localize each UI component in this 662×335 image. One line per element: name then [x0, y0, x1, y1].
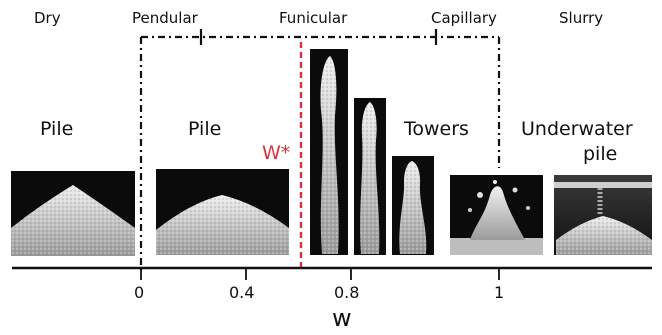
photo-capillary-splash [450, 175, 543, 255]
photo-wet-pile [156, 169, 289, 255]
photo-tower-3 [392, 156, 434, 255]
regime-funicular-label: Funicular [279, 9, 348, 27]
regime-pendular-label: Pendular [132, 9, 198, 27]
photo-tower-1 [310, 49, 348, 255]
photo-dry-pile [11, 171, 135, 256]
structure-pile-dry-label: Pile [40, 118, 74, 140]
regime-bracket [139, 35, 501, 270]
photo-tower-2 [354, 98, 386, 255]
regime-slurry-label: Slurry [559, 9, 604, 27]
structure-pile-wet-label: Pile [188, 118, 222, 140]
tick-label-0: 0 [134, 283, 145, 302]
tick-label-1: 1 [494, 283, 505, 302]
tick-label-0-8: 0.8 [334, 283, 360, 302]
regime-dry-label: Dry [34, 9, 61, 27]
structure-underwater-label: Underwater [521, 118, 633, 140]
photo-underwater-pile [554, 175, 652, 255]
structure-pile-underwater-label: pile [583, 143, 618, 165]
structure-towers-label: Towers [404, 118, 469, 140]
regime-capillary-label: Capillary [431, 9, 497, 27]
axis-title-w: w [332, 304, 352, 332]
critical-w-label: W* [262, 142, 291, 164]
tick-label-0-4: 0.4 [229, 283, 255, 302]
